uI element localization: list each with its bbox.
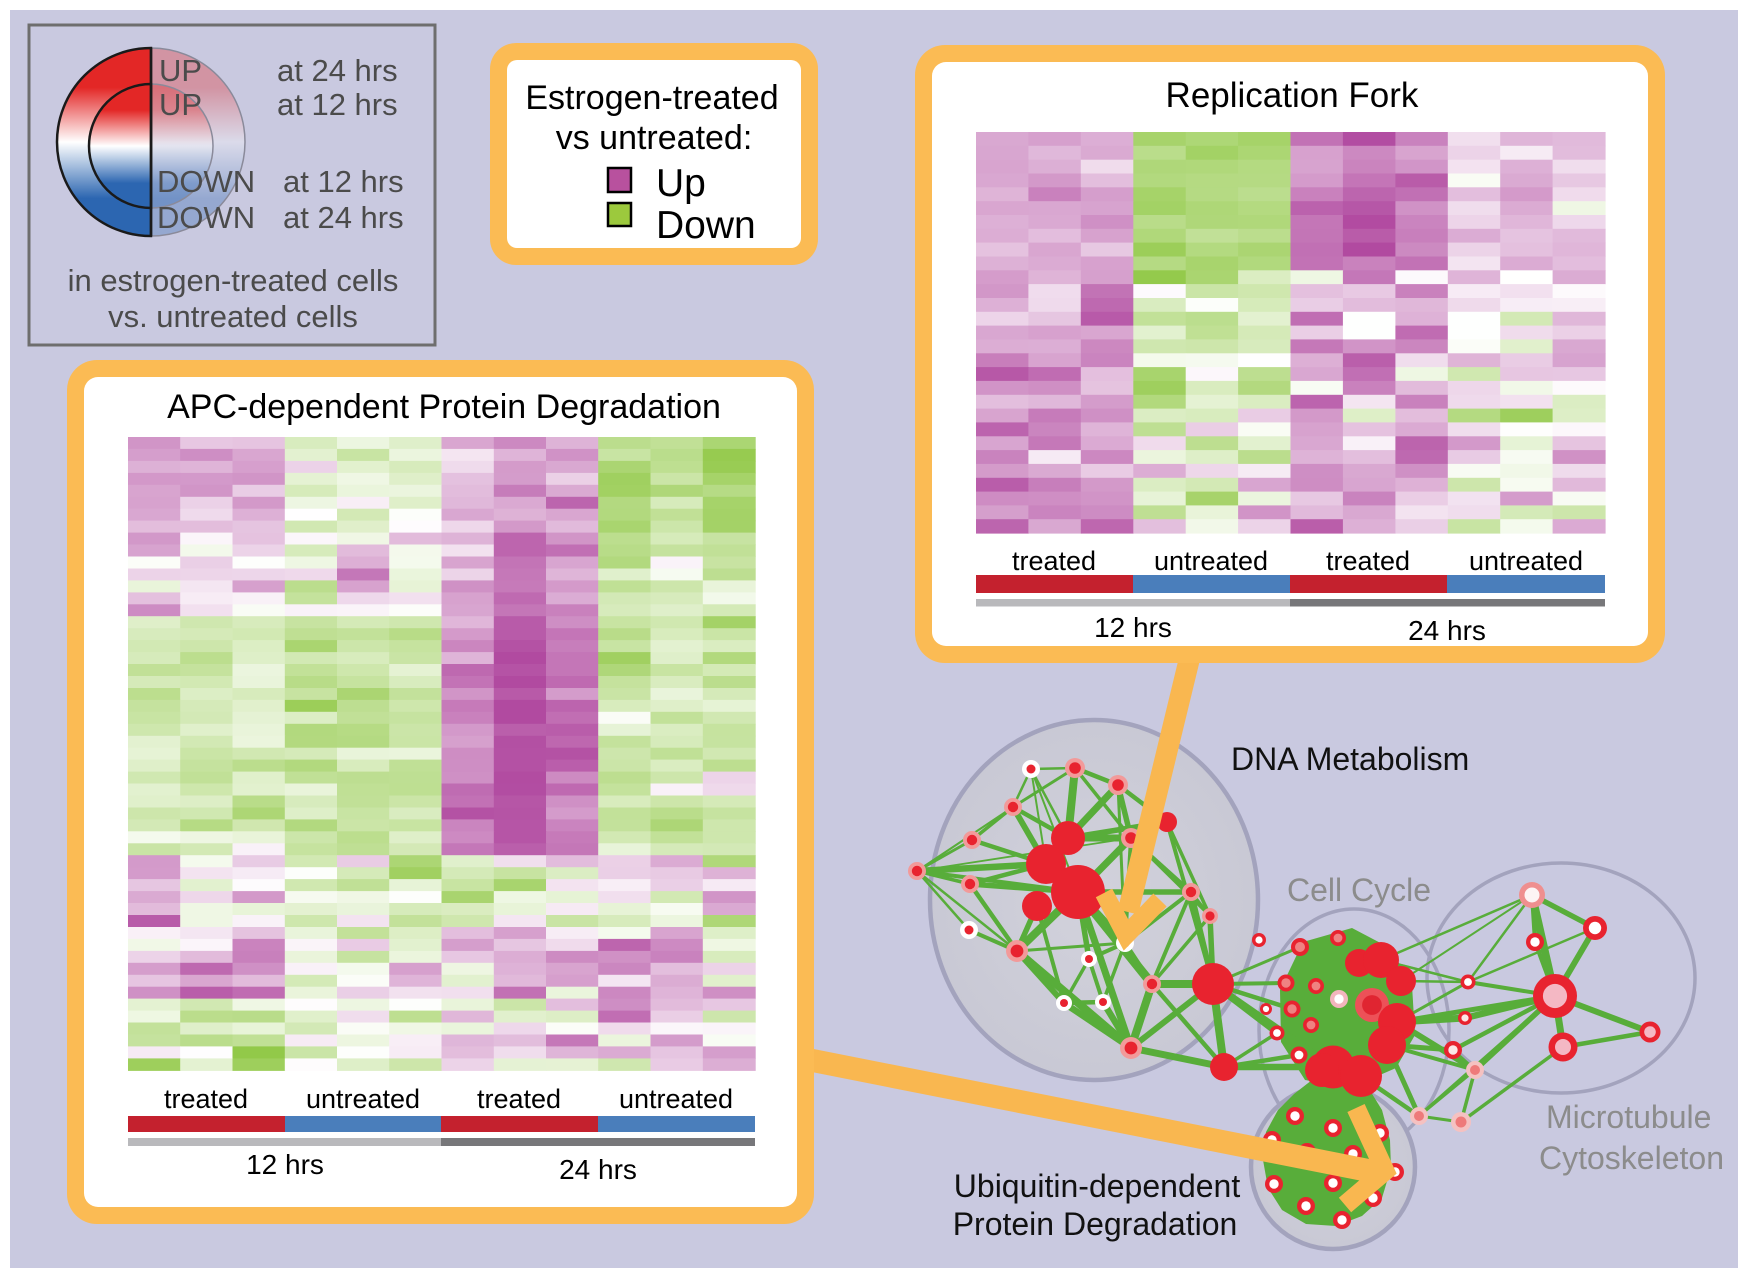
svg-text:Up: Up [656, 162, 706, 205]
svg-text:UP: UP [159, 87, 202, 122]
svg-text:Cytoskeleton: Cytoskeleton [1539, 1140, 1724, 1176]
svg-text:Microtubule: Microtubule [1546, 1099, 1711, 1135]
svg-text:treated: treated [164, 1084, 248, 1114]
svg-text:at 12 hrs: at 12 hrs [277, 87, 398, 122]
svg-text:24 hrs: 24 hrs [559, 1154, 637, 1185]
svg-text:Estrogen-treated: Estrogen-treated [525, 79, 778, 117]
svg-text:untreated: untreated [619, 1084, 733, 1114]
svg-text:vs. untreated cells: vs. untreated cells [108, 299, 358, 334]
svg-text:12 hrs: 12 hrs [246, 1149, 324, 1180]
svg-text:12 hrs: 12 hrs [1094, 612, 1172, 643]
svg-text:APC-dependent Protein Degradat: APC-dependent Protein Degradation [167, 388, 721, 426]
svg-text:treated: treated [1326, 546, 1410, 576]
svg-text:DOWN: DOWN [157, 164, 255, 199]
svg-text:untreated: untreated [1154, 546, 1268, 576]
svg-text:Down: Down [656, 204, 756, 247]
svg-text:treated: treated [1012, 546, 1096, 576]
svg-text:Protein Degradation: Protein Degradation [953, 1206, 1238, 1242]
svg-text:untreated: untreated [1469, 546, 1583, 576]
svg-text:in estrogen-treated cells: in estrogen-treated cells [68, 263, 399, 298]
svg-text:treated: treated [477, 1084, 561, 1114]
svg-text:Ubiquitin-dependent: Ubiquitin-dependent [954, 1168, 1241, 1204]
svg-text:Replication Fork: Replication Fork [1166, 76, 1419, 115]
svg-text:at 24 hrs: at 24 hrs [283, 200, 404, 235]
svg-text:DNA Metabolism: DNA Metabolism [1231, 741, 1469, 777]
svg-text:at 24 hrs: at 24 hrs [277, 53, 398, 88]
svg-text:DOWN: DOWN [157, 200, 255, 235]
svg-text:UP: UP [159, 53, 202, 88]
svg-text:at 12 hrs: at 12 hrs [283, 164, 404, 199]
svg-text:24 hrs: 24 hrs [1408, 615, 1486, 646]
svg-text:Cell Cycle: Cell Cycle [1287, 872, 1431, 908]
svg-text:vs untreated:: vs untreated: [556, 119, 753, 157]
svg-text:untreated: untreated [306, 1084, 420, 1114]
